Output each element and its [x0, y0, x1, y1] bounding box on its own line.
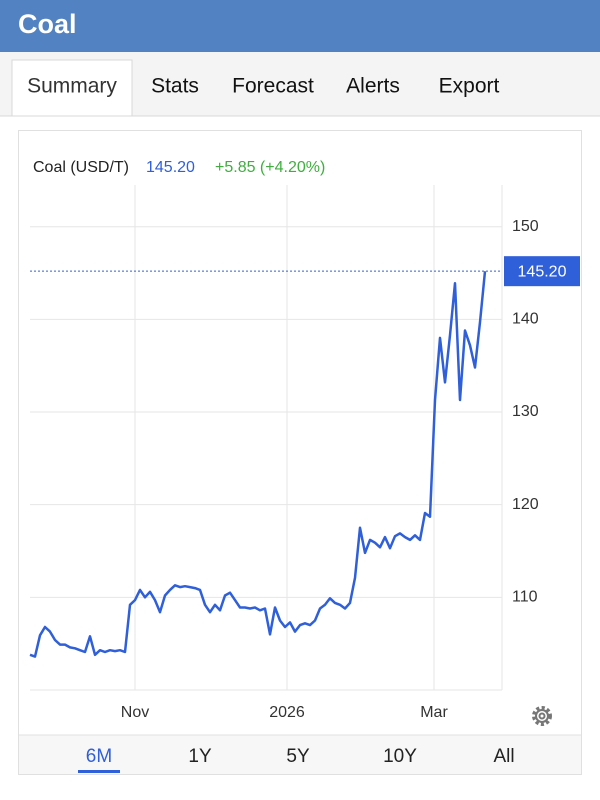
last-price-tag — [504, 256, 580, 287]
x-tick-label: 2026 — [269, 704, 305, 721]
range-button[interactable]: 10Y — [383, 746, 417, 767]
y-tick-label: 130 — [512, 403, 539, 420]
gear-teeth — [532, 706, 552, 726]
legend-price: 145.20 — [146, 159, 195, 176]
last-price-label: 145.20 — [518, 263, 567, 280]
gear-body — [535, 709, 549, 723]
x-tick-label: Mar — [420, 704, 448, 721]
range-button[interactable]: 1Y — [188, 746, 212, 767]
range-button[interactable]: 6M — [86, 746, 112, 767]
y-tick-label: 140 — [512, 311, 539, 328]
header-title: Coal — [18, 9, 77, 39]
tab[interactable]: Export — [439, 75, 500, 98]
range-underline — [78, 770, 120, 773]
tab[interactable]: Forecast — [232, 75, 314, 98]
tab[interactable]: Summary — [27, 75, 117, 98]
tab[interactable]: Stats — [151, 75, 199, 98]
range-button[interactable]: 5Y — [286, 746, 310, 767]
legend-change: +5.85 (+4.20%) — [215, 159, 325, 176]
price-line — [29, 271, 487, 658]
gear-hole — [538, 712, 546, 720]
x-tick-label: Nov — [121, 704, 149, 721]
active-tab — [11, 59, 133, 116]
y-tick-label: 120 — [512, 496, 539, 513]
range-bar — [19, 735, 581, 774]
chart-card — [18, 130, 582, 775]
tab[interactable]: Alerts — [346, 75, 400, 98]
legend-name: Coal (USD/T) — [33, 159, 129, 176]
y-tick-label: 110 — [512, 589, 538, 606]
range-button[interactable]: All — [493, 746, 514, 767]
y-tick-label: 150 — [512, 218, 539, 235]
header-bar — [0, 0, 600, 52]
settings-icon[interactable] — [532, 706, 552, 726]
